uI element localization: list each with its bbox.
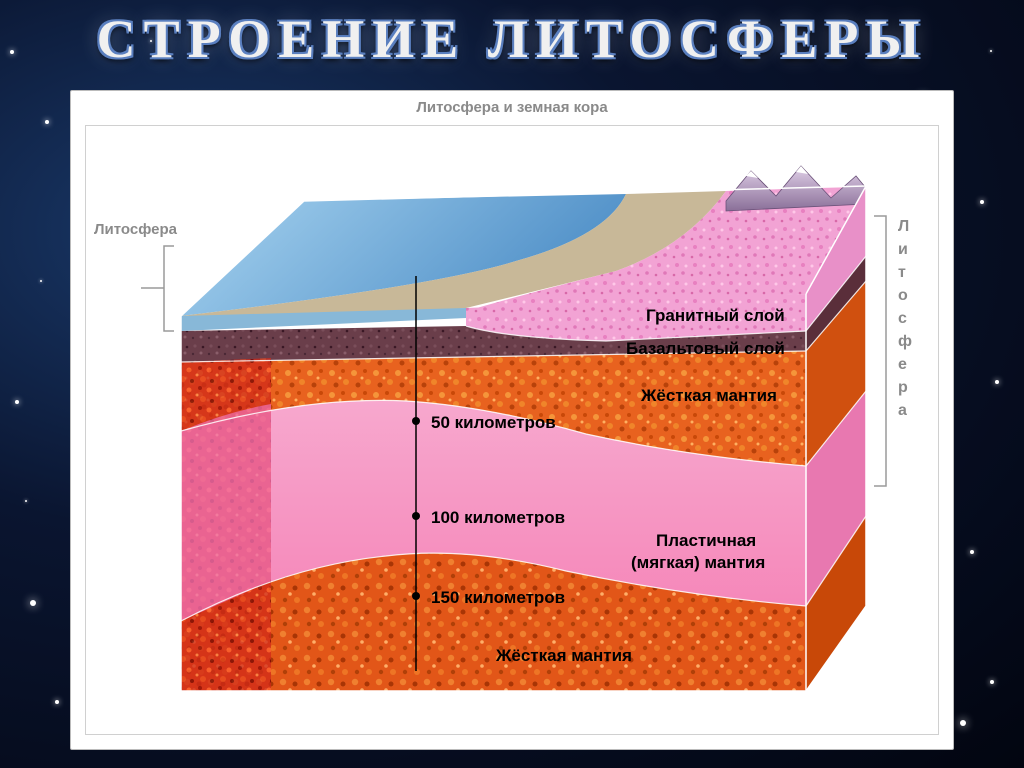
svg-text:о: о — [898, 287, 908, 304]
diagram-subtitle: Литосфера и земная кора — [71, 91, 953, 120]
lithosphere-diagram: 50 километров 100 километров 150 километ… — [86, 126, 940, 736]
right-bracket — [874, 216, 886, 486]
left-bracket — [141, 246, 174, 331]
depth-marker-50: 50 километров — [412, 413, 556, 432]
diagram-frame: 50 километров 100 километров 150 километ… — [85, 125, 939, 735]
diagram-panel: Литосфера и земная кора — [70, 90, 954, 750]
page-title: СТРОЕНИЕ ЛИТОСФЕРЫ — [0, 8, 1024, 70]
svg-text:150 километров: 150 километров — [431, 588, 565, 607]
svg-text:ф: ф — [898, 333, 912, 350]
svg-text:р: р — [898, 379, 908, 396]
left-label: Литосфера — [94, 221, 178, 238]
svg-text:Л: Л — [898, 218, 909, 235]
label-basalt: Базальтовый слой — [626, 339, 785, 358]
svg-text:и: и — [898, 241, 908, 258]
svg-text:т: т — [898, 264, 906, 281]
svg-text:е: е — [898, 356, 907, 373]
depth-marker-150: 150 километров — [412, 588, 565, 607]
svg-text:100 километров: 100 километров — [431, 508, 565, 527]
svg-text:с: с — [898, 310, 907, 327]
label-plastic-2: (мягкая) мантия — [631, 553, 765, 572]
label-granite: Гранитный слой — [646, 306, 785, 325]
label-rigid-lower: Жёсткая мантия — [495, 646, 632, 665]
svg-text:50 километров: 50 километров — [431, 413, 556, 432]
right-vertical-label: Л и т о с ф е р а — [898, 218, 912, 419]
label-plastic-1: Пластичная — [656, 531, 756, 550]
depth-marker-100: 100 километров — [412, 508, 565, 527]
svg-text:а: а — [898, 402, 907, 419]
label-rigid-upper: Жёсткая мантия — [640, 386, 777, 405]
